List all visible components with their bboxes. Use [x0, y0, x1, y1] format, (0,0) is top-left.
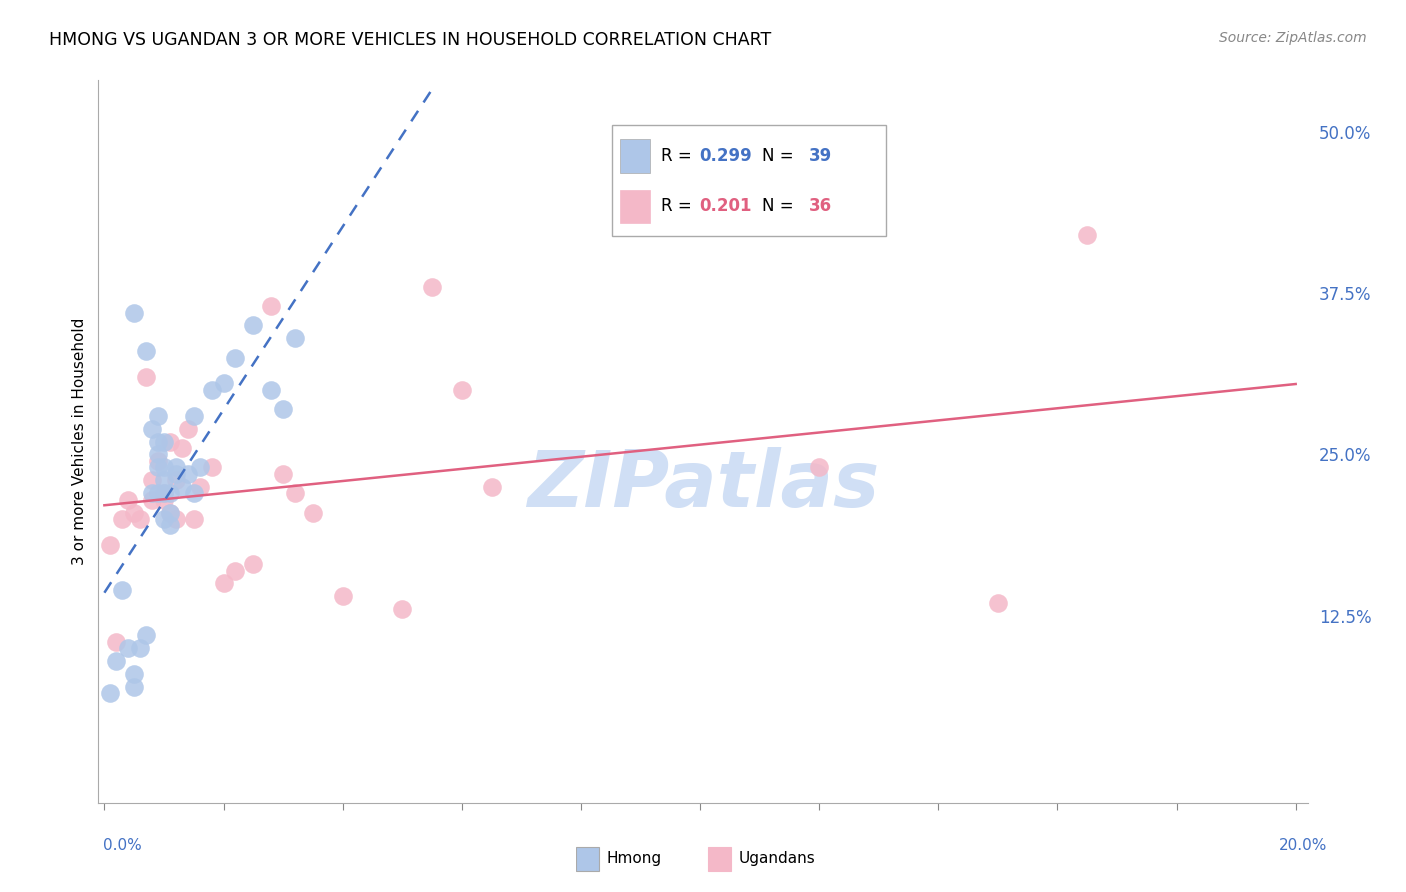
Point — [146, 434, 169, 449]
Point — [260, 383, 283, 397]
Point — [111, 582, 134, 597]
Point — [159, 434, 181, 449]
Point — [302, 506, 325, 520]
Point — [284, 486, 307, 500]
Point — [420, 279, 443, 293]
Point — [170, 480, 193, 494]
Point — [146, 486, 169, 500]
Point — [165, 512, 187, 526]
Point — [146, 409, 169, 423]
Text: 20.0%: 20.0% — [1279, 838, 1327, 853]
Text: HMONG VS UGANDAN 3 OR MORE VEHICLES IN HOUSEHOLD CORRELATION CHART: HMONG VS UGANDAN 3 OR MORE VEHICLES IN H… — [49, 31, 772, 49]
Text: Ugandans: Ugandans — [738, 852, 815, 866]
Point — [122, 506, 145, 520]
Point — [153, 486, 176, 500]
Point — [200, 383, 222, 397]
Point — [183, 512, 205, 526]
Point — [224, 564, 246, 578]
Point — [141, 486, 163, 500]
FancyBboxPatch shape — [612, 125, 886, 236]
Point — [117, 492, 139, 507]
Point — [105, 634, 128, 648]
Point — [146, 447, 169, 461]
Point — [165, 473, 187, 487]
Point — [188, 460, 211, 475]
Point — [284, 331, 307, 345]
Point — [141, 473, 163, 487]
Point — [808, 460, 831, 475]
Point — [165, 467, 187, 481]
Point — [146, 460, 169, 475]
Point — [170, 441, 193, 455]
Point — [481, 480, 503, 494]
Bar — [576, 847, 599, 871]
Point — [332, 590, 354, 604]
Point — [260, 299, 283, 313]
Text: R =: R = — [661, 147, 697, 165]
Point — [450, 383, 472, 397]
Point — [141, 422, 163, 436]
Text: 0.201: 0.201 — [699, 197, 752, 215]
Point — [224, 351, 246, 365]
Point — [146, 454, 169, 468]
Point — [165, 460, 187, 475]
Point — [183, 409, 205, 423]
Point — [159, 506, 181, 520]
Point — [159, 518, 181, 533]
Point — [129, 512, 152, 526]
Point — [391, 602, 413, 616]
Text: Source: ZipAtlas.com: Source: ZipAtlas.com — [1219, 31, 1367, 45]
Point — [153, 434, 176, 449]
Point — [242, 318, 264, 333]
Point — [153, 460, 176, 475]
Point — [1076, 228, 1098, 243]
Point — [183, 486, 205, 500]
Point — [159, 506, 181, 520]
Point — [135, 344, 157, 359]
Point — [242, 557, 264, 571]
Point — [135, 370, 157, 384]
Point — [271, 402, 294, 417]
Bar — [620, 139, 650, 173]
Text: 0.299: 0.299 — [699, 147, 752, 165]
Text: 36: 36 — [808, 197, 832, 215]
Point — [153, 492, 176, 507]
Point — [153, 512, 176, 526]
Text: 0.0%: 0.0% — [103, 838, 142, 853]
Point — [111, 512, 134, 526]
Point — [129, 640, 152, 655]
Point — [212, 576, 235, 591]
Point — [153, 486, 176, 500]
Text: Hmong: Hmong — [607, 852, 662, 866]
Point — [153, 473, 176, 487]
Point — [122, 666, 145, 681]
Text: ZIPatlas: ZIPatlas — [527, 447, 879, 523]
Point — [117, 640, 139, 655]
Point — [141, 492, 163, 507]
Bar — [620, 189, 650, 223]
Text: N =: N = — [762, 197, 799, 215]
Point — [105, 654, 128, 668]
Point — [212, 376, 235, 391]
Text: 39: 39 — [808, 147, 832, 165]
Point — [200, 460, 222, 475]
Point — [177, 467, 200, 481]
Point — [98, 538, 121, 552]
Bar — [709, 847, 731, 871]
Y-axis label: 3 or more Vehicles in Household: 3 or more Vehicles in Household — [72, 318, 87, 566]
Point — [987, 596, 1010, 610]
Text: R =: R = — [661, 197, 697, 215]
Point — [135, 628, 157, 642]
Point — [122, 305, 145, 319]
Point — [271, 467, 294, 481]
Point — [122, 680, 145, 694]
Text: N =: N = — [762, 147, 799, 165]
Point — [177, 422, 200, 436]
Point — [188, 480, 211, 494]
Point — [159, 486, 181, 500]
Point — [98, 686, 121, 700]
